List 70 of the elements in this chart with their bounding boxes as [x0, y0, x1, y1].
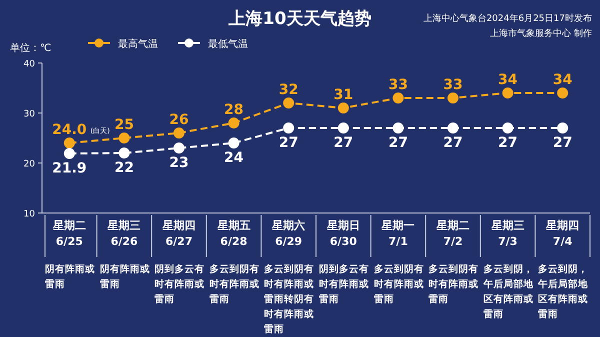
- data-label: 34: [498, 72, 518, 88]
- data-label: 33: [388, 77, 408, 93]
- x-tick-label: 星期二 7/2: [436, 219, 470, 248]
- data-label: 22: [114, 160, 134, 176]
- legend-label: 最低气温: [208, 38, 248, 50]
- data-label: 21.9: [52, 160, 87, 176]
- data-label: 27: [278, 135, 298, 151]
- y-axis-title: 单位：℃: [10, 42, 52, 54]
- data-label: 27: [443, 135, 463, 151]
- point: [118, 132, 130, 144]
- text: 上海市气象服务中心 制作: [490, 28, 592, 39]
- x-tick-label: 星期一 7/1: [380, 219, 415, 248]
- data-label: 33: [443, 77, 463, 93]
- legend-label: 最高气温: [118, 38, 158, 50]
- point: [448, 122, 458, 134]
- x-tick-label: 星期日 6/30: [326, 219, 360, 248]
- point: [228, 138, 240, 148]
- text: 多云到阴，午后局部地区有阵雨或雷雨: [537, 263, 590, 320]
- point: [64, 138, 75, 148]
- point: [502, 88, 514, 98]
- point: [392, 92, 404, 104]
- point: [174, 128, 184, 138]
- text: 多云到阴有时有阵雨或雷雨转阴有时有阵雨或雷雨: [264, 263, 314, 335]
- text: 阴有阵雨或雷雨: [100, 263, 150, 290]
- text: 阴到多云有时有阵雨或雷雨: [319, 263, 369, 305]
- point: [557, 88, 568, 98]
- data-label: 24: [224, 150, 244, 166]
- text: 多云到阴有时有阵雨或雷雨: [209, 263, 260, 305]
- data-label: 27: [388, 135, 408, 151]
- x-tick-label: 星期三 6/26: [106, 219, 141, 248]
- point: [118, 148, 130, 158]
- text: 阴到多云有时有阵雨或雷雨: [154, 263, 205, 305]
- point: [283, 98, 294, 108]
- x-tick-label: 星期六 6/29: [271, 219, 306, 248]
- data-label: 24.0: [52, 122, 87, 138]
- x-tick-label: 星期四 6/27: [162, 219, 196, 248]
- point: [557, 122, 568, 134]
- data-label: 34: [552, 72, 573, 88]
- point: [338, 102, 349, 114]
- data-label: 27: [498, 135, 518, 151]
- point: [338, 122, 349, 134]
- x-tick-label: 星期二 6/25: [52, 219, 86, 248]
- data-label: 32: [278, 82, 298, 98]
- point: [174, 142, 184, 154]
- data-label: 25: [114, 117, 134, 133]
- text: 阴有阵雨或雷雨: [45, 263, 95, 290]
- text: 多云到阴有时有阵雨或雷雨: [428, 263, 479, 305]
- chart-title: 上海10天天气趋势: [228, 9, 372, 29]
- data-label: 28: [224, 102, 244, 118]
- y-tick-label: 40: [24, 60, 36, 70]
- point: [283, 122, 294, 134]
- x-tick-label: 星期三 7/3: [490, 219, 524, 248]
- point: [228, 118, 240, 128]
- point: [448, 92, 458, 104]
- text: 上海中心气象台2024年6月25日17时发布: [423, 13, 592, 24]
- y-tick-label: 10: [24, 210, 36, 220]
- x-tick-label: 星期五 6/28: [216, 219, 250, 248]
- point: [502, 122, 514, 134]
- y-tick-label: 30: [24, 110, 36, 120]
- data-label: 31: [334, 87, 354, 103]
- data-label: 27: [552, 135, 572, 151]
- point: [64, 148, 75, 159]
- data-label: 27: [334, 135, 354, 151]
- point: [392, 122, 404, 134]
- text: 多云到阴，午后局部地区有阵雨或雷雨: [482, 263, 534, 320]
- x-tick-label: 星期四 7/4: [545, 219, 580, 248]
- data-label: 26: [169, 112, 189, 128]
- data-label: 23: [169, 155, 189, 171]
- y-tick-label: 20: [24, 160, 36, 170]
- text: 多云到阴有时有阵雨或雷雨: [374, 263, 424, 305]
